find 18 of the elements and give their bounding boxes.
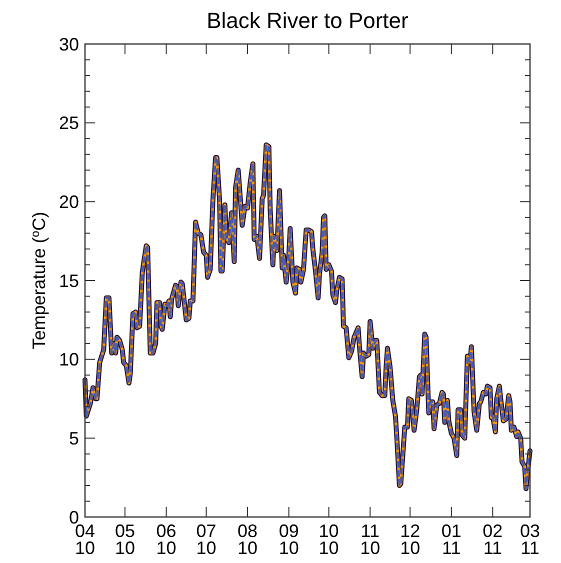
y-tick-label: 25 <box>58 113 79 134</box>
x-tick-label: 08 10 <box>238 521 258 558</box>
y-tick-label: 10 <box>58 350 79 370</box>
x-tick-label: 03 11 <box>520 521 540 558</box>
y-tick-label: 30 <box>58 34 79 54</box>
x-tick-label: 02 11 <box>482 521 503 558</box>
x-tick-label: 05 10 <box>114 521 135 558</box>
x-tick-label: 06 10 <box>156 521 176 558</box>
chart-title: Black River to Porter <box>206 8 408 33</box>
x-tick-label: 09 10 <box>278 521 299 558</box>
x-tick-label: 11 10 <box>360 521 380 558</box>
y-tick-label: 15 <box>58 270 79 291</box>
y-tick-label: 5 <box>68 428 79 448</box>
x-tick-label: 07 10 <box>196 521 216 558</box>
y-tick-label: 20 <box>58 192 79 212</box>
x-tick-label: 10 10 <box>318 521 339 558</box>
x-tick-label: 12 10 <box>400 521 420 558</box>
x-tick-label: 01 11 <box>441 521 462 558</box>
